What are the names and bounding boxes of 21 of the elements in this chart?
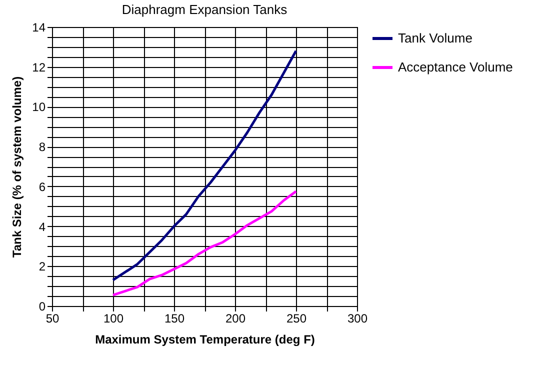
legend-label: Tank Volume: [398, 30, 472, 46]
x-tick-label: 200: [225, 312, 246, 326]
y-tick-label: 12: [32, 60, 46, 74]
x-tick-label: 250: [286, 312, 307, 326]
chart-title: Diaphragm Expansion Tanks: [122, 2, 288, 17]
x-axis-title: Maximum System Temperature (deg F): [95, 332, 315, 346]
y-tick-label: 10: [32, 100, 46, 114]
y-tick-label: 6: [38, 180, 46, 194]
line-series: [112, 190, 298, 296]
x-tick-label: 50: [46, 312, 60, 326]
y-tick-label: 8: [38, 140, 46, 154]
y-tick-label: 2: [38, 260, 46, 274]
legend-label: Acceptance Volume: [398, 60, 513, 74]
y-tick-label: 14: [32, 20, 46, 34]
x-tick-label: 100: [103, 312, 124, 326]
y-axis-title: Tank Size (% of system volume): [10, 76, 24, 258]
x-tick-label: 150: [164, 312, 185, 326]
line-series: [112, 50, 298, 282]
y-tick-label: 4: [38, 220, 46, 234]
x-tick-label: 300: [347, 312, 368, 326]
y-tick-label: 0: [38, 300, 46, 314]
